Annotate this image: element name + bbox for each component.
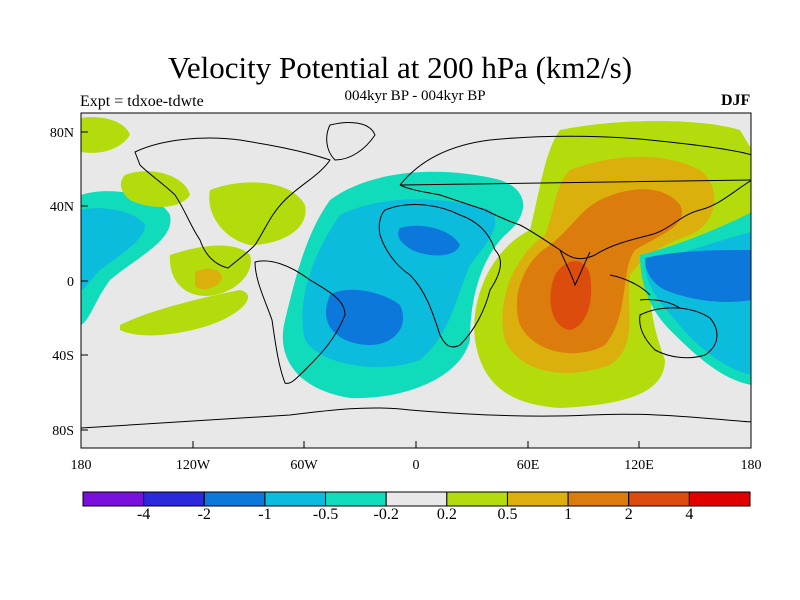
season-label: DJF <box>721 92 751 109</box>
colorbar-label: -1 <box>258 506 272 523</box>
colorbar-label: 0.2 <box>436 506 457 523</box>
coast-antarctica <box>81 407 751 429</box>
contour-fields <box>81 117 751 408</box>
contour-positive-0.5-epac <box>195 268 222 290</box>
contour-positive-0.2-namerica <box>209 182 306 245</box>
lat-tick-label: 0 <box>67 275 74 290</box>
lon-tick-label: 120E <box>624 458 654 473</box>
lon-tick-label: 0 <box>413 458 420 473</box>
contour-negative-0.5-epac <box>81 208 145 290</box>
figure-title: Velocity Potential at 200 hPa (km2/s) <box>167 50 633 85</box>
coast-africa <box>378 204 501 348</box>
lon-tick-label: 60E <box>517 458 540 473</box>
coast-north-america <box>134 137 331 269</box>
colorbar-label: 1 <box>564 506 573 523</box>
contour-positive-0.2-north-pacific <box>120 171 190 207</box>
colorbar-box <box>567 491 630 507</box>
colorbar-label: 2 <box>624 506 633 523</box>
contour-negative-1-africa <box>398 225 460 256</box>
colorbar-box <box>628 491 690 507</box>
colorbar-label: 0.5 <box>497 506 518 523</box>
colorbar-box <box>385 491 448 507</box>
lon-tick-label: 120W <box>176 458 211 473</box>
figure-subtitle: 004kyr BP - 004kyr BP <box>344 88 486 104</box>
lat-tick-labels: 80N 40N 0 40S 80S <box>50 126 74 439</box>
colorbar-box <box>264 491 327 507</box>
lon-tick-label: 60W <box>290 458 318 473</box>
colorbar <box>82 491 751 507</box>
contour-positive-0.2-spac <box>120 290 249 336</box>
contour-positive-2-indian <box>550 261 592 330</box>
colorbar-box <box>143 491 205 507</box>
coast-australia <box>639 307 718 359</box>
tick-marks <box>80 131 752 448</box>
coast-greenland <box>326 122 376 161</box>
lon-tick-label: 180 <box>741 458 762 473</box>
colorbar-label: -0.5 <box>312 506 339 523</box>
colorbar-label: 4 <box>685 506 694 523</box>
coast-maritime-continent <box>609 274 681 309</box>
lat-tick-label: 80S <box>52 424 74 439</box>
lat-tick-label: 40S <box>52 349 74 364</box>
contour-negative-1-atlantic <box>325 289 404 345</box>
coast-south-america <box>254 260 346 384</box>
colorbar-box <box>203 491 266 507</box>
lon-tick-labels: 180 120W 60W 0 60E 120E 180 <box>71 458 762 473</box>
colorbar-box <box>506 491 569 507</box>
coast-india <box>559 249 591 287</box>
colorbar-label: -0.2 <box>373 506 399 523</box>
coastlines <box>81 122 751 429</box>
colorbar-box <box>82 491 145 507</box>
colorbar-label: -2 <box>197 506 211 523</box>
experiment-label: Expt = tdxoe-tdwte <box>80 93 204 110</box>
lat-tick-label: 80N <box>50 126 74 141</box>
colorbar-box <box>325 491 387 507</box>
colorbar-box <box>688 491 751 507</box>
lon-tick-label: 180 <box>71 458 92 473</box>
lat-tick-label: 40N <box>50 200 74 215</box>
coast-eurasia <box>399 135 751 260</box>
colorbar-box <box>446 491 508 507</box>
contour-negative-1-wpac <box>645 250 751 302</box>
contour-positive-0.2-arctic <box>81 117 130 153</box>
colorbar-label: -4 <box>136 506 151 523</box>
